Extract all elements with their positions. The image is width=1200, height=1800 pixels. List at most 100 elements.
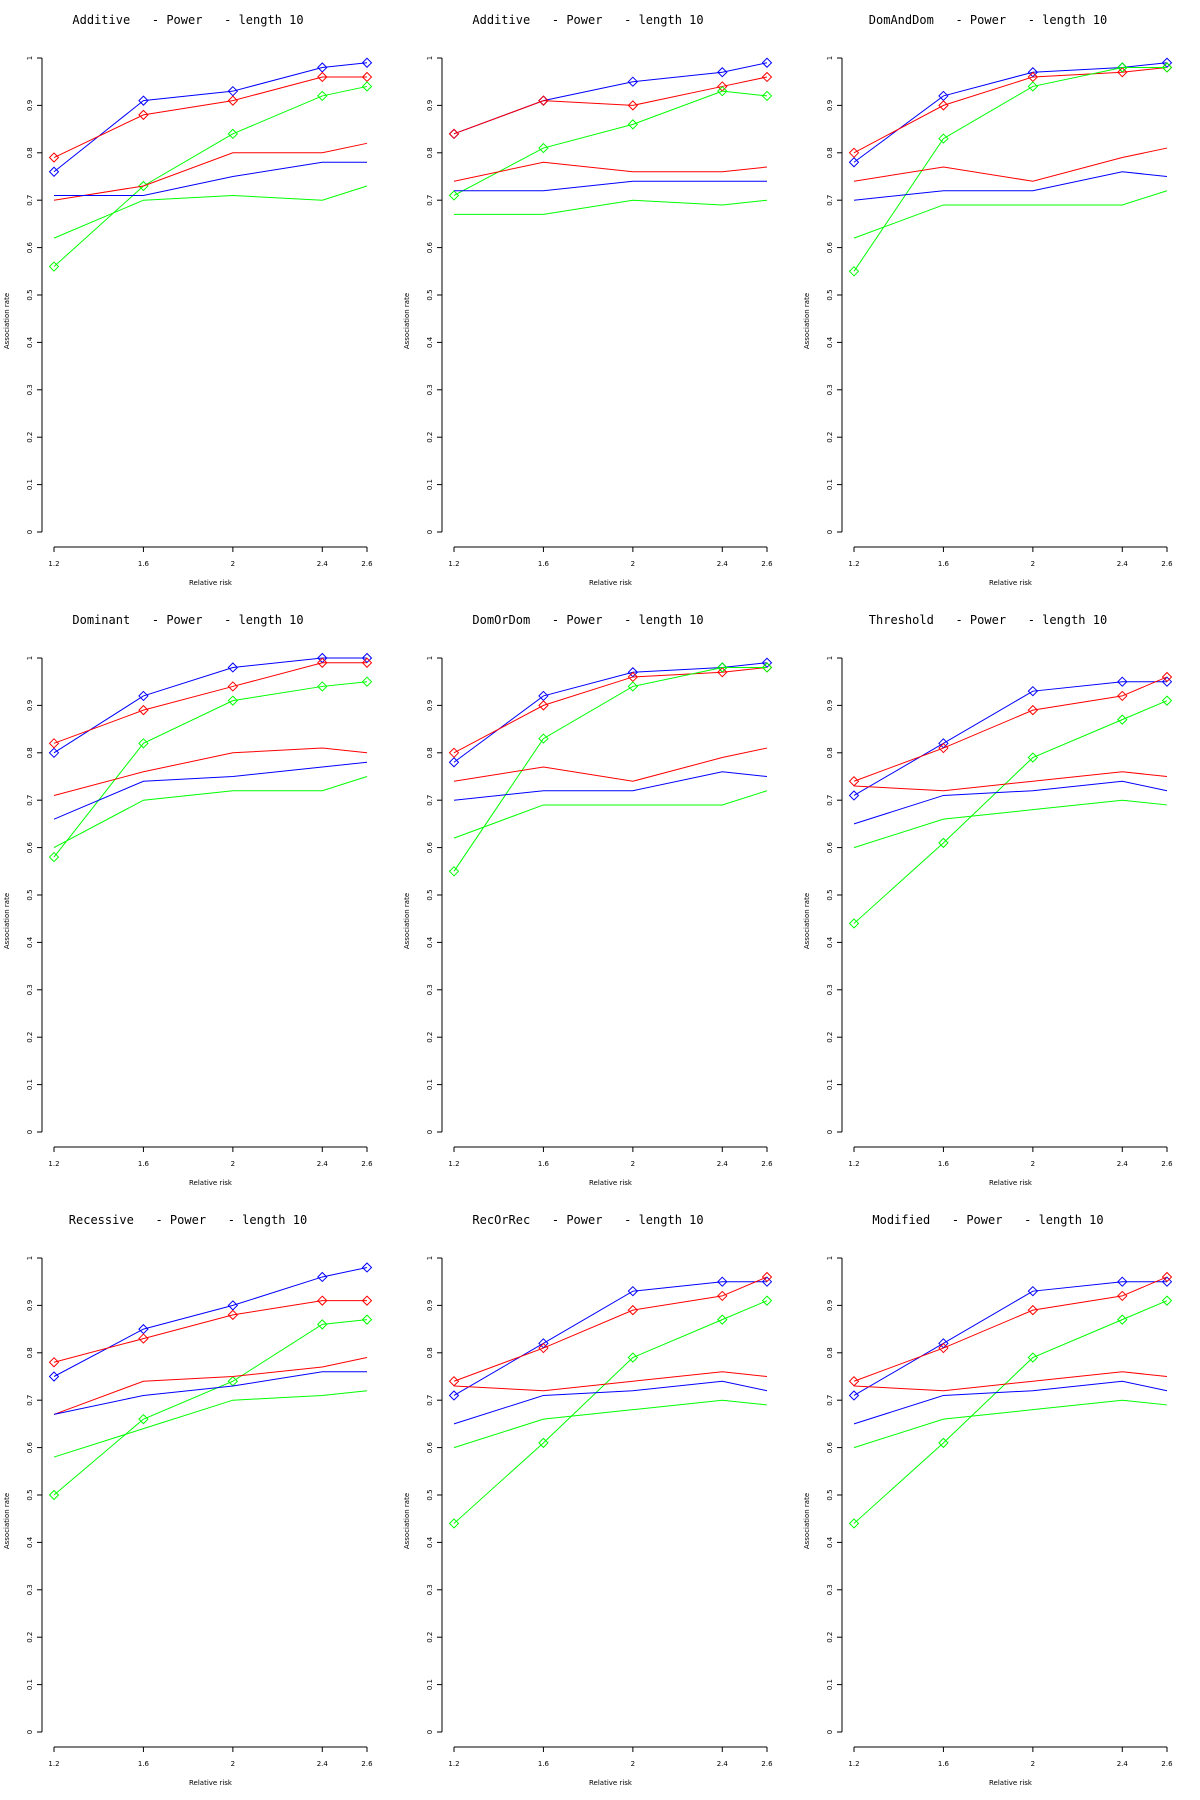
diamond-marker xyxy=(1161,1295,1173,1306)
diamond-marker xyxy=(48,738,60,749)
series-line-green-markers xyxy=(853,700,1168,924)
y-tick-label: 0.6 xyxy=(826,841,834,853)
series-line-red-markers xyxy=(53,662,367,744)
y-axis-label: Association rate xyxy=(403,1493,411,1549)
series-group xyxy=(848,1271,1173,1529)
diamond-marker xyxy=(1161,695,1173,706)
series-line-blue-markers xyxy=(453,62,768,135)
y-axis-label: Association rate xyxy=(3,893,11,949)
y-tick-label: 0.8 xyxy=(26,747,34,758)
y-tick-label: 1 xyxy=(426,56,434,60)
diamond-marker xyxy=(48,747,60,759)
y-tick-label: 0.9 xyxy=(826,1300,834,1311)
diamond-marker xyxy=(448,747,460,759)
chart-title: Recessive - Power - length 10 xyxy=(69,1213,307,1227)
diamond-marker xyxy=(448,128,460,140)
diamond-marker xyxy=(138,1413,149,1425)
y-tick-label: 0.1 xyxy=(826,479,834,490)
x-tick-label: 2.4 xyxy=(717,560,729,568)
diamond-marker xyxy=(717,1314,728,1325)
y-tick-label: 0.2 xyxy=(826,432,834,443)
x-tick-label: 2.4 xyxy=(717,1160,729,1168)
chart-svg: RecOrRec - Power - length 10 0 0.1 0.2 0.3 0.… xyxy=(403,1213,773,1787)
y-tick-label: 0.6 xyxy=(26,241,34,253)
chart-panel-additive: Additive - Power - length 10 0 0.1 0.2 0.3 0.… xyxy=(400,0,800,600)
diamond-marker xyxy=(1027,752,1039,763)
diamond-marker xyxy=(317,1319,328,1330)
diamond-marker xyxy=(48,851,60,863)
diamond-marker xyxy=(717,1290,728,1302)
x-tick-label: 1.6 xyxy=(938,1160,950,1168)
y-tick-label: 0.8 xyxy=(426,147,434,158)
series-line-blue-markers xyxy=(53,62,368,173)
series-group xyxy=(48,57,373,272)
diamond-marker xyxy=(317,681,328,692)
diamond-marker xyxy=(538,95,549,106)
y-tick-label: 0.2 xyxy=(426,1632,434,1643)
diamond-marker xyxy=(227,681,239,692)
x-tick-label: 1.6 xyxy=(538,1760,550,1768)
chart-svg: DomOrDom - Power - length 10 0 0.1 0.2 0.3 0.… xyxy=(403,613,773,1187)
y-tick-label: 0.5 xyxy=(26,889,34,900)
y-tick-label: 0.3 xyxy=(826,384,834,395)
diamond-marker xyxy=(538,1437,549,1449)
y-tick-label: 1 xyxy=(426,1256,434,1260)
y-tick-label: 0 xyxy=(426,1730,434,1734)
x-axis-label: Relative risk xyxy=(989,579,1033,587)
diamond-marker xyxy=(361,1295,373,1306)
series-line-blue-line xyxy=(454,180,767,192)
x-tick-label: 2.4 xyxy=(1117,1760,1129,1768)
chart-title: Modified - Power - length 10 xyxy=(872,1213,1103,1227)
x-tick-label: 1.6 xyxy=(138,1760,150,1768)
diamond-marker xyxy=(1117,1290,1128,1302)
chart-svg: Additive - Power - length 10 0 0.1 0.2 0.3 0.… xyxy=(3,13,373,587)
diamond-marker xyxy=(848,918,860,929)
y-axis-label: Association rate xyxy=(803,1493,811,1549)
x-tick-label: 1.2 xyxy=(848,1760,859,1768)
diamond-marker xyxy=(48,166,60,177)
y-tick-label: 0.9 xyxy=(26,100,34,111)
x-tick-label: 1.6 xyxy=(538,1160,550,1168)
y-tick-label: 0.2 xyxy=(426,1032,434,1043)
y-tick-label: 0.3 xyxy=(26,384,34,395)
chart-panel-recorrec: RecOrRec - Power - length 10 0 0.1 0.2 0.3 0.… xyxy=(400,1200,800,1800)
diamond-marker xyxy=(138,109,149,121)
chart-svg: Threshold - Power - length 10 0 0.1 0.2 0.3 0… xyxy=(803,613,1173,1187)
y-axis-label: Association rate xyxy=(403,293,411,349)
y-tick-label: 0.9 xyxy=(426,1300,434,1311)
series-group xyxy=(48,652,373,863)
series-line-blue-markers xyxy=(853,62,1168,163)
diamond-marker xyxy=(361,657,373,668)
y-tick-label: 1 xyxy=(826,56,834,60)
y-tick-label: 0.9 xyxy=(826,100,834,111)
series-line-green-line xyxy=(453,790,768,839)
diamond-marker xyxy=(938,1437,949,1449)
diamond-marker xyxy=(761,1295,773,1306)
chart-panel-modified: Modified - Power - length 10 0 0.1 0.2 0.3 0.… xyxy=(800,1200,1200,1800)
chart-panel-recessive: Recessive - Power - length 10 0 0.1 0.2 0.3 0… xyxy=(0,1200,400,1800)
x-tick-label: 1.6 xyxy=(138,1160,150,1168)
y-tick-label: 0.6 xyxy=(26,841,34,853)
diamond-marker xyxy=(1027,1352,1039,1363)
diamond-marker xyxy=(627,100,639,111)
y-tick-label: 0.3 xyxy=(826,1584,834,1595)
y-tick-label: 0 xyxy=(26,530,34,534)
chart-title: Threshold - Power - length 10 xyxy=(869,613,1107,627)
y-tick-label: 0.5 xyxy=(426,889,434,900)
diamond-marker xyxy=(938,100,949,111)
y-tick-label: 0.8 xyxy=(26,147,34,158)
diamond-marker xyxy=(717,67,728,78)
series-group xyxy=(448,1271,773,1529)
x-tick-label: 2.6 xyxy=(1161,560,1173,568)
x-tick-label: 2.6 xyxy=(361,560,373,568)
chart-title: Additive - Power - length 10 xyxy=(472,13,703,27)
diamond-marker xyxy=(761,1271,773,1283)
diamond-marker xyxy=(227,662,239,673)
series-group xyxy=(848,57,1173,277)
series-line-red-line xyxy=(53,142,368,201)
diamond-marker xyxy=(938,1342,949,1354)
series-line-blue-line xyxy=(53,761,368,820)
y-tick-label: 0.4 xyxy=(826,1536,834,1548)
x-tick-label: 2 xyxy=(631,1160,635,1168)
y-axis-label: Association rate xyxy=(3,293,11,349)
